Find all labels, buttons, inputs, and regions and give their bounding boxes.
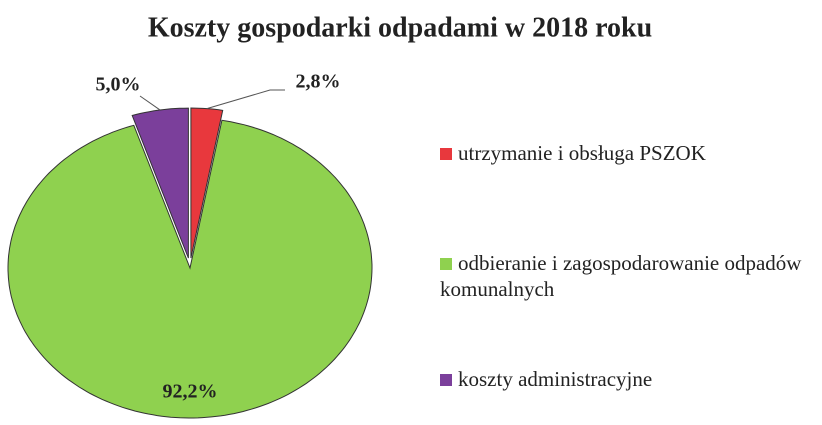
data-label: 2,8% [296,71,341,93]
legend-item: utrzymanie i obsługa PSZOK [440,140,810,166]
leader-line [139,95,161,111]
pie-slice [131,107,189,259]
leader-line [206,89,285,110]
legend-swatch [440,374,452,386]
legend-item: odbieranie i zagospodarowanie odpadów ko… [440,250,810,302]
legend-label: koszty administracyjne [458,367,653,391]
legend-swatch [440,258,452,270]
pie-slice [7,119,373,419]
legend-label: utrzymanie i obsługa PSZOK [458,141,706,165]
legend-label: odbieranie i zagospodarowanie odpadów ko… [440,251,802,301]
chart-title: Koszty gospodarki odpadami w 2018 roku [148,12,652,43]
data-label: 5,0% [96,74,141,96]
legend-swatch [440,148,452,160]
legend-item: koszty administracyjne [440,366,810,392]
data-label: 92,2% [163,381,218,403]
